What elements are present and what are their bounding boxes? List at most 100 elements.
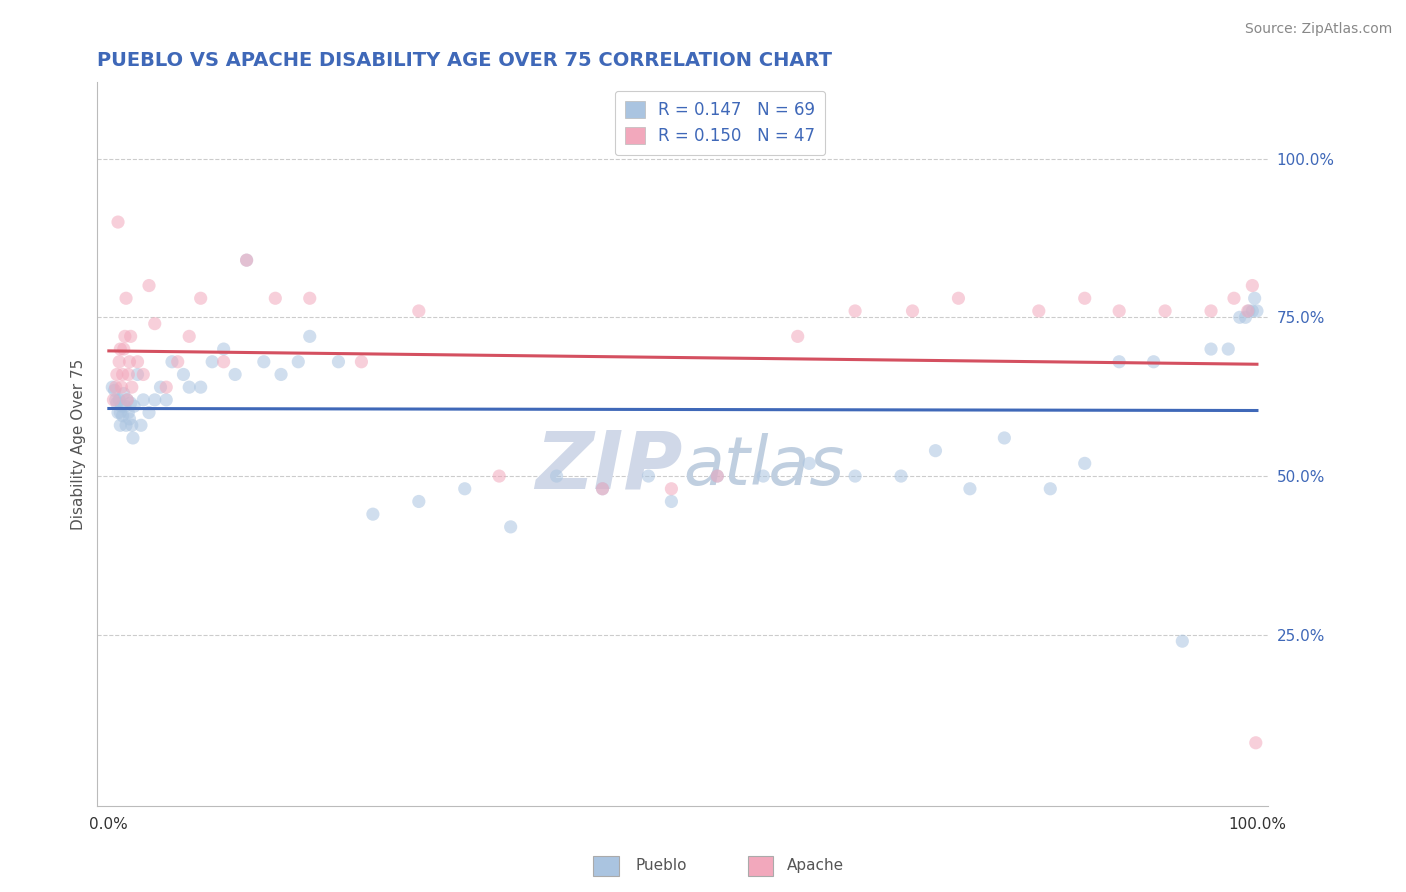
Point: [138, 406, 160, 420]
Point: [959, 482, 981, 496]
Point: [948, 291, 970, 305]
Point: [408, 494, 430, 508]
Point: [101, 380, 124, 394]
Point: [298, 329, 321, 343]
Point: [264, 291, 287, 305]
Point: [132, 368, 155, 382]
Point: [118, 355, 141, 369]
Point: [108, 355, 131, 369]
Point: [844, 304, 866, 318]
Point: [190, 291, 212, 305]
Point: [111, 368, 134, 382]
Point: [752, 469, 775, 483]
Point: [105, 368, 128, 382]
Point: [127, 368, 149, 382]
Point: [637, 469, 659, 483]
Point: [114, 329, 136, 343]
Point: [1171, 634, 1194, 648]
Text: Apache: Apache: [787, 858, 844, 872]
Point: [844, 469, 866, 483]
Point: [1028, 304, 1050, 318]
Point: [454, 482, 477, 496]
Point: [107, 406, 129, 420]
Point: [706, 469, 728, 483]
Point: [1234, 310, 1257, 325]
Point: [115, 392, 138, 407]
Point: [110, 380, 132, 394]
Point: [121, 380, 143, 394]
Point: [1199, 342, 1222, 356]
Point: [1218, 342, 1240, 356]
Point: [661, 494, 683, 508]
Point: [201, 355, 224, 369]
Point: [120, 396, 142, 410]
Point: [592, 482, 614, 496]
Point: [1223, 291, 1246, 305]
Point: [115, 291, 138, 305]
Point: [110, 406, 132, 420]
Point: [298, 291, 321, 305]
Point: [104, 380, 127, 394]
Point: [110, 418, 132, 433]
Point: [190, 380, 212, 394]
Point: [350, 355, 373, 369]
Point: [1244, 736, 1267, 750]
Point: [122, 431, 145, 445]
FancyBboxPatch shape: [593, 856, 619, 876]
Point: [1108, 304, 1130, 318]
Point: [1236, 304, 1258, 318]
Point: [120, 329, 142, 343]
Point: [1237, 304, 1260, 318]
Point: [786, 329, 808, 343]
Point: [235, 253, 257, 268]
Point: [993, 431, 1015, 445]
Point: [111, 409, 134, 423]
Point: [1073, 291, 1095, 305]
Point: [104, 392, 127, 407]
Point: [592, 482, 614, 496]
Point: [361, 507, 384, 521]
Point: [890, 469, 912, 483]
Point: [1142, 355, 1164, 369]
Text: ZIP: ZIP: [536, 427, 683, 505]
Point: [108, 392, 131, 407]
Point: [235, 253, 257, 268]
Point: [103, 392, 125, 407]
Point: [1154, 304, 1177, 318]
Point: [901, 304, 924, 318]
Point: [270, 368, 292, 382]
Point: [149, 380, 172, 394]
FancyBboxPatch shape: [748, 856, 773, 876]
Point: [799, 456, 821, 470]
Text: PUEBLO VS APACHE DISABILITY AGE OVER 75 CORRELATION CHART: PUEBLO VS APACHE DISABILITY AGE OVER 75 …: [97, 51, 832, 70]
Point: [129, 418, 152, 433]
Point: [1108, 355, 1130, 369]
Point: [287, 355, 309, 369]
Point: [112, 342, 135, 356]
Point: [155, 380, 177, 394]
Text: atlas: atlas: [683, 433, 844, 499]
Point: [546, 469, 568, 483]
Point: [328, 355, 350, 369]
Point: [1241, 304, 1264, 318]
Point: [160, 355, 183, 369]
Point: [1229, 310, 1251, 325]
Legend: R = 0.147   N = 69, R = 0.150   N = 47: R = 0.147 N = 69, R = 0.150 N = 47: [614, 91, 825, 155]
Point: [122, 399, 145, 413]
Text: Source: ZipAtlas.com: Source: ZipAtlas.com: [1244, 22, 1392, 37]
Point: [1246, 304, 1268, 318]
Point: [127, 355, 149, 369]
Point: [179, 329, 201, 343]
Point: [408, 304, 430, 318]
Point: [166, 355, 188, 369]
Point: [143, 317, 166, 331]
Point: [706, 469, 728, 483]
Point: [110, 342, 132, 356]
Point: [924, 443, 946, 458]
Point: [212, 342, 235, 356]
Point: [110, 399, 132, 413]
Point: [115, 418, 138, 433]
Point: [1073, 456, 1095, 470]
Point: [112, 386, 135, 401]
Point: [172, 368, 194, 382]
